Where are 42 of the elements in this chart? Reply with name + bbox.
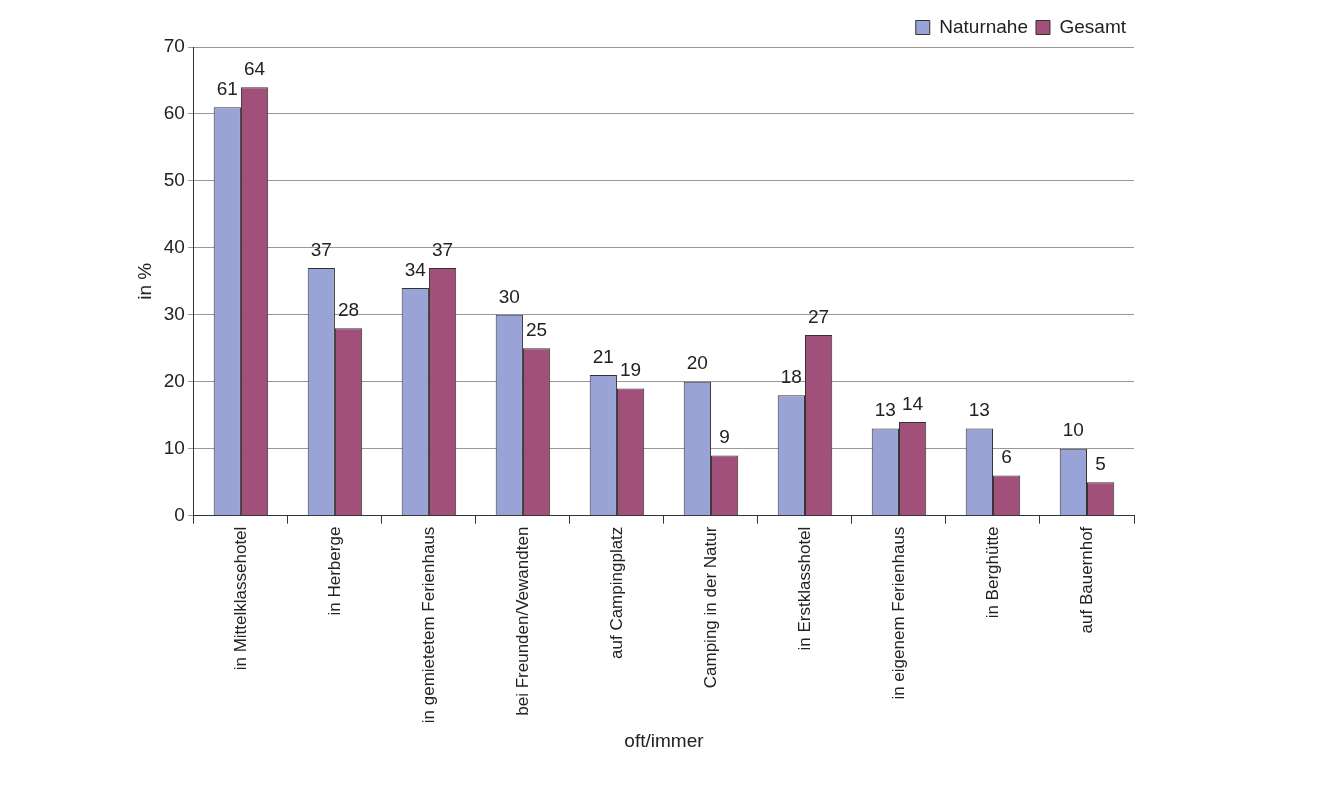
data-label: 18	[780, 365, 802, 387]
x-tick-label: auf Campingplatz	[606, 526, 626, 659]
data-label: 20	[686, 352, 708, 374]
data-label: 6	[1001, 446, 1012, 468]
y-tick-label: 40	[163, 236, 185, 258]
data-label: 64	[244, 57, 266, 79]
data-label: 27	[808, 305, 830, 327]
y-tick-label: 30	[163, 303, 185, 325]
data-label: 10	[1062, 419, 1084, 441]
y-tick-label: 10	[163, 436, 185, 458]
y-axis-title: in %	[133, 262, 155, 300]
y-tick-label: 20	[163, 369, 185, 391]
data-label: 30	[498, 285, 520, 307]
x-tick-label: in gemietetem Ferienhaus	[418, 526, 438, 724]
y-tick-label: 60	[163, 102, 185, 124]
data-label: 21	[592, 345, 614, 367]
legend-label: Gesamt	[1059, 15, 1127, 37]
y-tick-label: 0	[174, 503, 185, 525]
x-axis-title: oft/immer	[624, 729, 705, 751]
data-label: 37	[432, 238, 454, 260]
data-label: 9	[719, 426, 730, 448]
data-label: 25	[526, 319, 548, 341]
data-label: 13	[874, 399, 896, 421]
data-label: 5	[1095, 452, 1106, 474]
x-tick-label: in Mittelklassehotel	[230, 526, 250, 671]
data-label: 19	[620, 359, 642, 381]
data-label: 37	[310, 238, 332, 260]
x-tick-label: in Herberge	[324, 526, 344, 616]
data-label: 13	[968, 399, 990, 421]
x-tick-label: in Erstklasshotel	[794, 526, 814, 651]
y-tick-label: 50	[163, 169, 185, 191]
data-label: 61	[216, 77, 238, 99]
y-tick-label: 70	[163, 35, 185, 57]
x-tick-label: in eigenem Ferienhaus	[888, 526, 908, 700]
data-label: 34	[404, 258, 427, 280]
x-tick-label: auf Bauernhof	[1076, 526, 1096, 634]
legend-label: Naturnahe	[939, 15, 1028, 37]
data-label: 14	[902, 392, 924, 414]
x-tick-label: in Berghütte	[982, 526, 1002, 619]
data-label: 28	[338, 298, 360, 320]
x-tick-label: Camping in der Natur	[700, 526, 720, 689]
x-tick-label: bei Freunden/Vewandten	[512, 526, 532, 716]
